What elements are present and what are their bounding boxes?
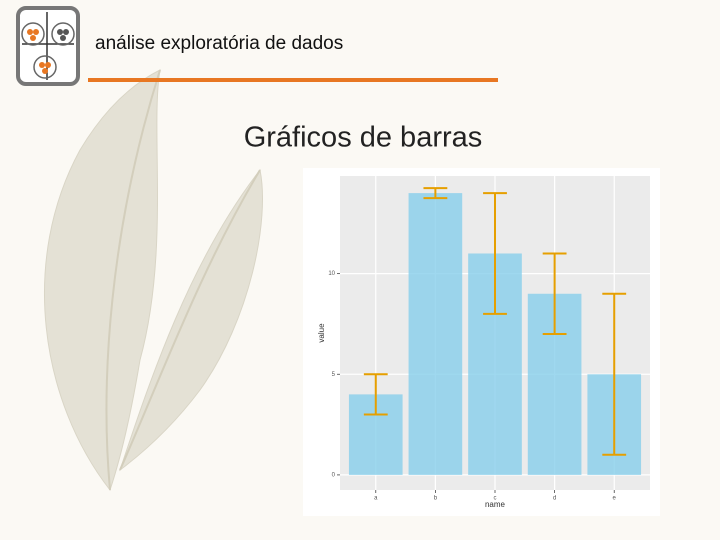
error-bar-path	[483, 192, 507, 315]
y-axis-label: value	[317, 323, 326, 343]
x-tick-label: b	[434, 496, 438, 502]
slide-header: análise exploratória de dados	[95, 33, 343, 54]
error-bar	[483, 192, 507, 315]
chart: name value 0 5 10 a b c d e	[303, 168, 660, 516]
x-tick-label: d	[553, 496, 556, 502]
y-tick-label: 0	[332, 472, 336, 478]
logo	[16, 6, 80, 86]
error-bar-path	[363, 373, 388, 416]
y-tick-label: 10	[328, 271, 335, 277]
feather-decoration	[43, 69, 263, 492]
x-axis-label: name	[485, 500, 506, 509]
error-bar	[602, 292, 627, 456]
x-tick-label: a	[374, 496, 378, 502]
error-bar-path	[602, 292, 627, 456]
x-tick-label: c	[494, 496, 497, 502]
error-bar	[423, 187, 448, 200]
error-bar	[542, 252, 567, 336]
error-bar-path	[423, 187, 448, 200]
x-tick-label: e	[613, 496, 617, 502]
slide-title: Gráficos de barras	[244, 122, 483, 154]
error-bar	[363, 373, 388, 416]
y-tick-label: 5	[332, 372, 336, 378]
bar	[408, 193, 463, 475]
error-bar-path	[542, 252, 567, 336]
